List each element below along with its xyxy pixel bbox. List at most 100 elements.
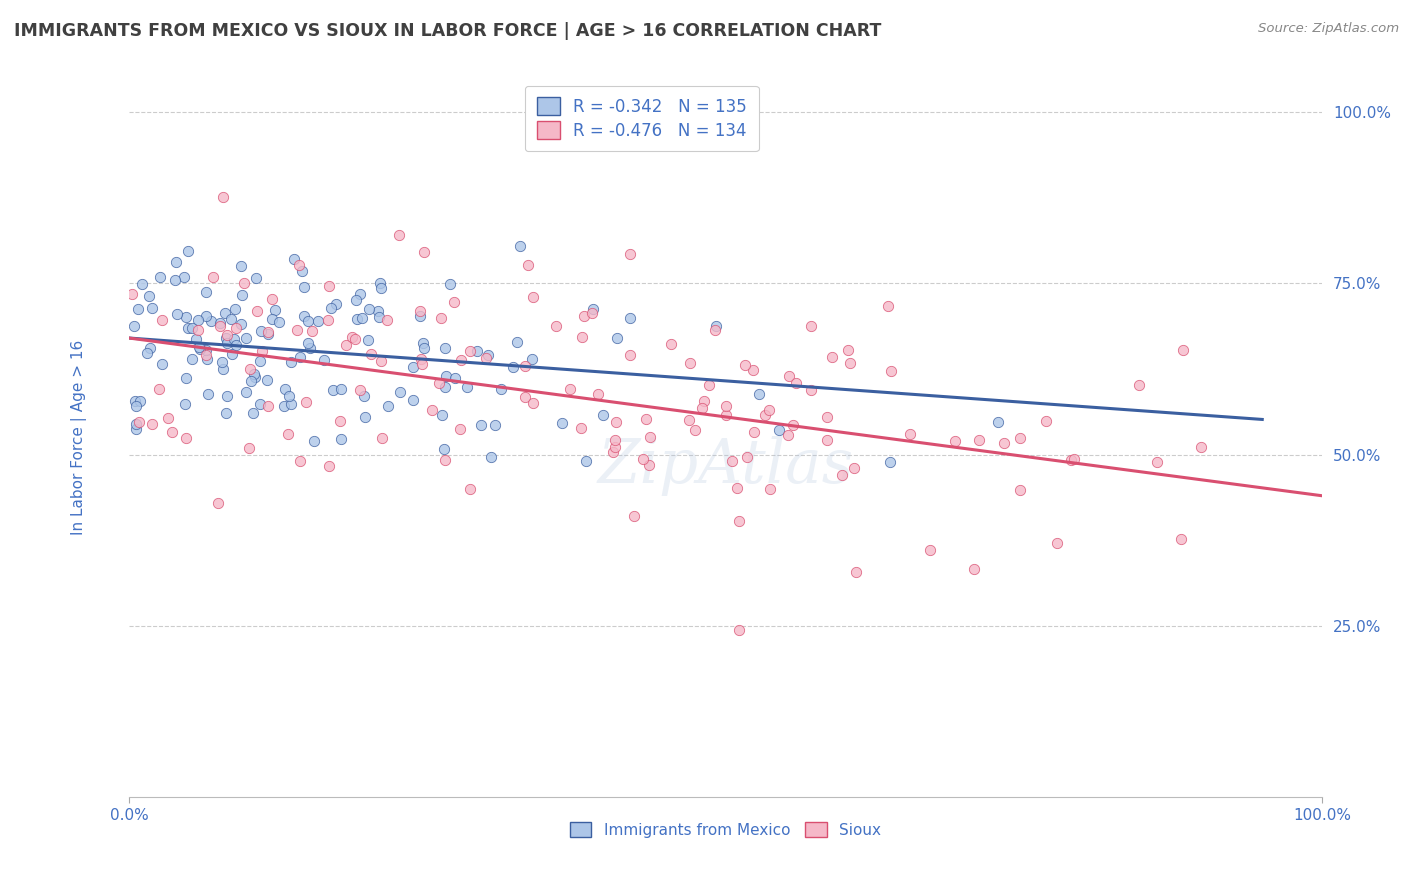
Point: [640, 430, 662, 444]
Point: [249, 354, 271, 368]
Point: [194, 310, 217, 324]
Point: [439, 277, 461, 292]
Point: [1128, 378, 1150, 392]
Point: [690, 401, 713, 415]
Point: [257, 326, 280, 341]
Point: [177, 321, 200, 335]
Point: [290, 350, 312, 364]
Point: [187, 313, 209, 327]
Point: [434, 341, 457, 355]
Point: [409, 309, 432, 323]
Point: [434, 368, 457, 383]
Point: [318, 459, 340, 474]
Point: [575, 453, 598, 467]
Point: [231, 287, 253, 301]
Point: [427, 376, 450, 390]
Point: [603, 433, 626, 447]
Legend: Immigrants from Mexico, Sioux: Immigrants from Mexico, Sioux: [564, 815, 887, 844]
Point: [987, 416, 1010, 430]
Point: [839, 355, 862, 369]
Point: [229, 259, 252, 273]
Point: [900, 426, 922, 441]
Point: [277, 427, 299, 442]
Point: [879, 455, 901, 469]
Point: [370, 354, 392, 368]
Point: [377, 399, 399, 413]
Point: [409, 304, 432, 318]
Point: [619, 247, 641, 261]
Point: [734, 358, 756, 372]
Point: [1189, 440, 1212, 454]
Point: [1146, 455, 1168, 469]
Point: [574, 310, 596, 324]
Point: [280, 354, 302, 368]
Point: [470, 418, 492, 433]
Point: [368, 310, 391, 325]
Point: [768, 423, 790, 437]
Point: [224, 301, 246, 316]
Point: [217, 336, 239, 351]
Point: [221, 347, 243, 361]
Point: [343, 332, 366, 346]
Point: [194, 285, 217, 299]
Point: [727, 514, 749, 528]
Point: [714, 408, 737, 422]
Point: [778, 428, 800, 442]
Point: [298, 341, 321, 355]
Point: [1010, 431, 1032, 445]
Point: [465, 343, 488, 358]
Point: [489, 382, 512, 396]
Point: [207, 496, 229, 510]
Point: [458, 344, 481, 359]
Point: [371, 431, 394, 445]
Point: [475, 351, 498, 365]
Point: [522, 396, 544, 410]
Point: [619, 310, 641, 325]
Point: [157, 410, 180, 425]
Point: [131, 277, 153, 292]
Point: [433, 442, 456, 456]
Point: [295, 395, 318, 409]
Point: [165, 255, 187, 269]
Point: [219, 311, 242, 326]
Point: [349, 383, 371, 397]
Point: [945, 434, 967, 449]
Point: [831, 467, 853, 482]
Point: [412, 335, 434, 350]
Point: [571, 421, 593, 435]
Point: [287, 258, 309, 272]
Point: [349, 286, 371, 301]
Point: [329, 382, 352, 396]
Point: [243, 367, 266, 381]
Point: [842, 461, 865, 475]
Point: [697, 377, 720, 392]
Point: [456, 380, 478, 394]
Point: [876, 300, 898, 314]
Point: [211, 355, 233, 369]
Point: [606, 331, 628, 345]
Point: [344, 293, 367, 308]
Point: [409, 352, 432, 367]
Point: [360, 347, 382, 361]
Point: [212, 361, 235, 376]
Point: [283, 252, 305, 266]
Point: [821, 350, 844, 364]
Point: [402, 393, 425, 408]
Point: [329, 414, 352, 428]
Point: [177, 244, 200, 258]
Point: [188, 342, 211, 356]
Point: [517, 259, 540, 273]
Point: [225, 321, 247, 335]
Point: [208, 318, 231, 333]
Point: [256, 326, 278, 340]
Point: [800, 318, 823, 333]
Point: [340, 329, 363, 343]
Point: [1035, 414, 1057, 428]
Text: ZipAtlas: ZipAtlas: [598, 436, 853, 496]
Point: [354, 409, 377, 424]
Point: [357, 334, 380, 348]
Point: [353, 389, 375, 403]
Point: [619, 348, 641, 362]
Point: [506, 334, 529, 349]
Point: [176, 371, 198, 385]
